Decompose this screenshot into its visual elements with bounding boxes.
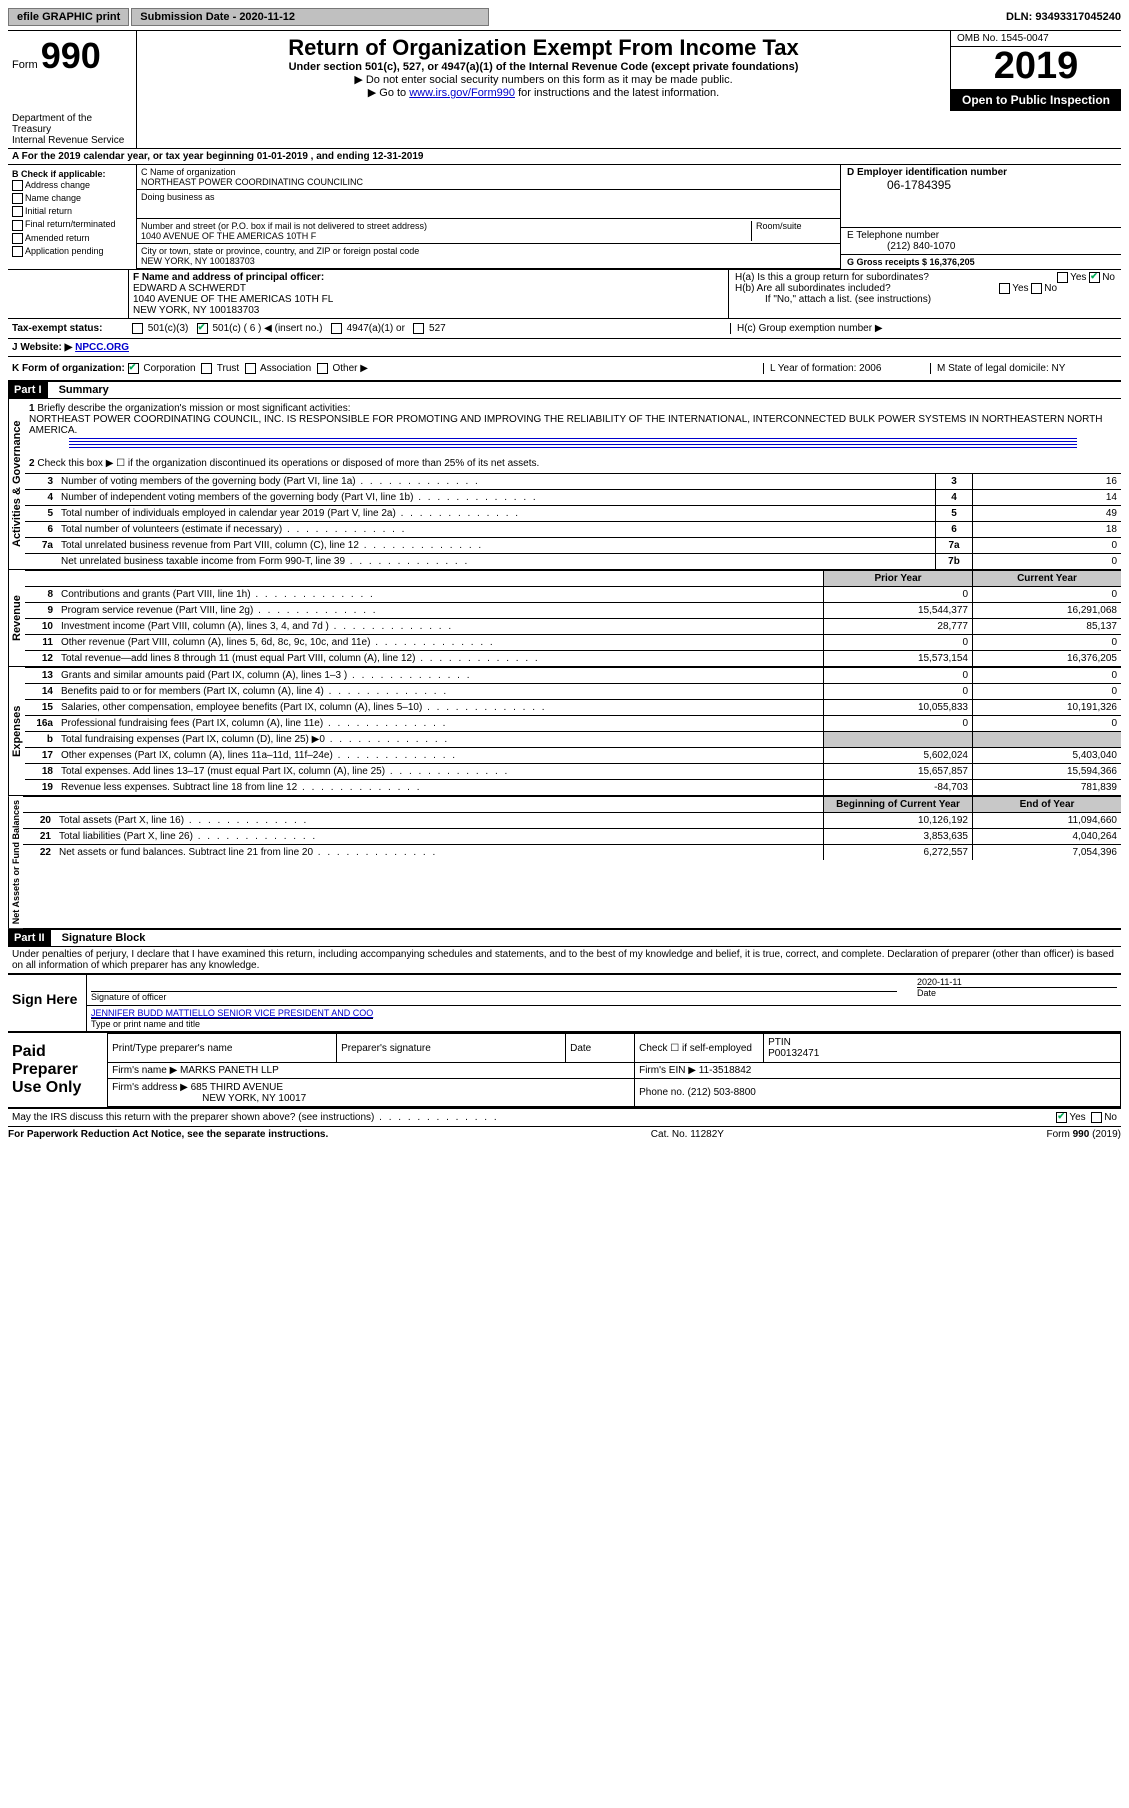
omb-box: OMB No. 1545-0047 2019 Open to Public In… <box>950 31 1121 111</box>
city-label: City or town, state or province, country… <box>141 246 836 256</box>
form-title: Return of Organization Exempt From Incom… <box>145 35 942 61</box>
chk-amended[interactable]: Amended return <box>12 232 132 245</box>
c-label: C Name of organization <box>141 167 836 177</box>
org-name: NORTHEAST POWER COORDINATING COUNCILINC <box>141 177 836 187</box>
perjury-declaration: Under penalties of perjury, I declare th… <box>8 946 1121 973</box>
revenue-table: Prior YearCurrent Year8Contributions and… <box>25 570 1121 666</box>
note-ssn: Do not enter social security numbers on … <box>145 73 942 86</box>
org-address: 1040 AVENUE OF THE AMERICAS 10TH F <box>141 231 751 241</box>
addr-label: Number and street (or P.O. box if mail i… <box>141 221 751 231</box>
netassets-table: Beginning of Current YearEnd of Year20To… <box>23 796 1121 860</box>
phone: (212) 840-1070 <box>847 241 1115 252</box>
form-number-box: Form 990 <box>8 31 137 111</box>
ein: 06-1784395 <box>847 178 1115 192</box>
paid-preparer-label: Paid Preparer Use Only <box>8 1033 107 1107</box>
hc: H(c) Group exemption number ▶ <box>730 323 1117 334</box>
vtab-revenue: Revenue <box>8 570 25 666</box>
efile-button[interactable]: efile GRAPHIC print <box>8 8 129 26</box>
part2-bar: Part II <box>8 930 51 946</box>
dba-label: Doing business as <box>141 192 836 202</box>
tax-year: 2019 <box>951 47 1121 89</box>
form-header: Form 990 Return of Organization Exempt F… <box>8 30 1121 111</box>
section-f: F Name and address of principal officer:… <box>129 270 728 318</box>
vtab-netassets: Net Assets or Fund Balances <box>8 796 23 928</box>
mission-text: NORTHEAST POWER COORDINATING COUNCIL, IN… <box>29 414 1102 436</box>
j-label: Website: ▶ <box>20 342 72 353</box>
org-city: NEW YORK, NY 100183703 <box>141 256 836 266</box>
d-label: D Employer identification number <box>847 167 1115 178</box>
vtab-expenses: Expenses <box>8 667 25 795</box>
part1-bar: Part I <box>8 382 48 398</box>
g-receipts: G Gross receipts $ 16,376,205 <box>841 255 1121 269</box>
chk-initial[interactable]: Initial return <box>12 205 132 218</box>
chk-name[interactable]: Name change <box>12 192 132 205</box>
paid-preparer-table: Print/Type preparer's name Preparer's si… <box>107 1033 1121 1107</box>
top-bar: efile GRAPHIC print Submission Date - 20… <box>8 8 1121 26</box>
chk-pending[interactable]: Application pending <box>12 245 132 258</box>
dln-label: DLN: 93493317045240 <box>1006 11 1121 23</box>
website-link[interactable]: NPCC.ORG <box>75 342 129 353</box>
officer-name: EDWARD A SCHWERDT <box>133 283 724 294</box>
irs-link[interactable]: www.irs.gov/Form990 <box>409 87 515 99</box>
line-a: A For the 2019 calendar year, or tax yea… <box>8 149 1121 165</box>
inspection-badge: Open to Public Inspection <box>951 89 1121 111</box>
form-label: Form <box>12 59 38 71</box>
b-label: B Check if applicable: <box>12 169 132 179</box>
section-b: B Check if applicable: Address change Na… <box>8 165 137 269</box>
chk-address[interactable]: Address change <box>12 179 132 192</box>
chk-final[interactable]: Final return/terminated <box>12 218 132 231</box>
part1-title: Summary <box>51 382 117 398</box>
section-d-e-g: D Employer identification number 06-1784… <box>840 165 1121 269</box>
sign-here-block: Sign Here Signature of officer 2020-11-1… <box>8 973 1121 1031</box>
section-c: C Name of organization NORTHEAST POWER C… <box>137 165 840 269</box>
i-label: Tax-exempt status: <box>12 323 132 334</box>
title-box: Return of Organization Exempt From Incom… <box>137 31 950 111</box>
discuss-question: May the IRS discuss this return with the… <box>12 1112 499 1123</box>
submission-date-button[interactable]: Submission Date - 2020-11-12 <box>131 8 489 26</box>
section-h: H(a) Is this a group return for subordin… <box>728 270 1121 318</box>
dept-box: Department of the Treasury Internal Reve… <box>8 111 137 148</box>
note-link: Go to www.irs.gov/Form990 for instructio… <box>145 86 942 99</box>
m-state: M State of legal domicile: NY <box>930 363 1117 374</box>
officer-addr: 1040 AVENUE OF THE AMERICAS 10TH FL <box>133 294 724 305</box>
expenses-table: 13Grants and similar amounts paid (Part … <box>25 667 1121 795</box>
footer: For Paperwork Reduction Act Notice, see … <box>8 1127 1121 1140</box>
part2-title: Signature Block <box>54 930 154 946</box>
officer-city: NEW YORK, NY 100183703 <box>133 305 724 316</box>
sign-here-label: Sign Here <box>8 975 86 1031</box>
l-year: L Year of formation: 2006 <box>763 363 930 374</box>
governance-table: 3Number of voting members of the governi… <box>25 473 1121 569</box>
signer-name[interactable]: JENNIFER BUDD MATTIELLO SENIOR VICE PRES… <box>91 1008 373 1018</box>
form-subtitle: Under section 501(c), 527, or 4947(a)(1)… <box>145 61 942 73</box>
form-number: 990 <box>41 35 101 76</box>
vtab-governance: Activities & Governance <box>8 399 25 569</box>
e-label: E Telephone number <box>847 230 1115 241</box>
suite-label: Room/suite <box>751 221 836 241</box>
